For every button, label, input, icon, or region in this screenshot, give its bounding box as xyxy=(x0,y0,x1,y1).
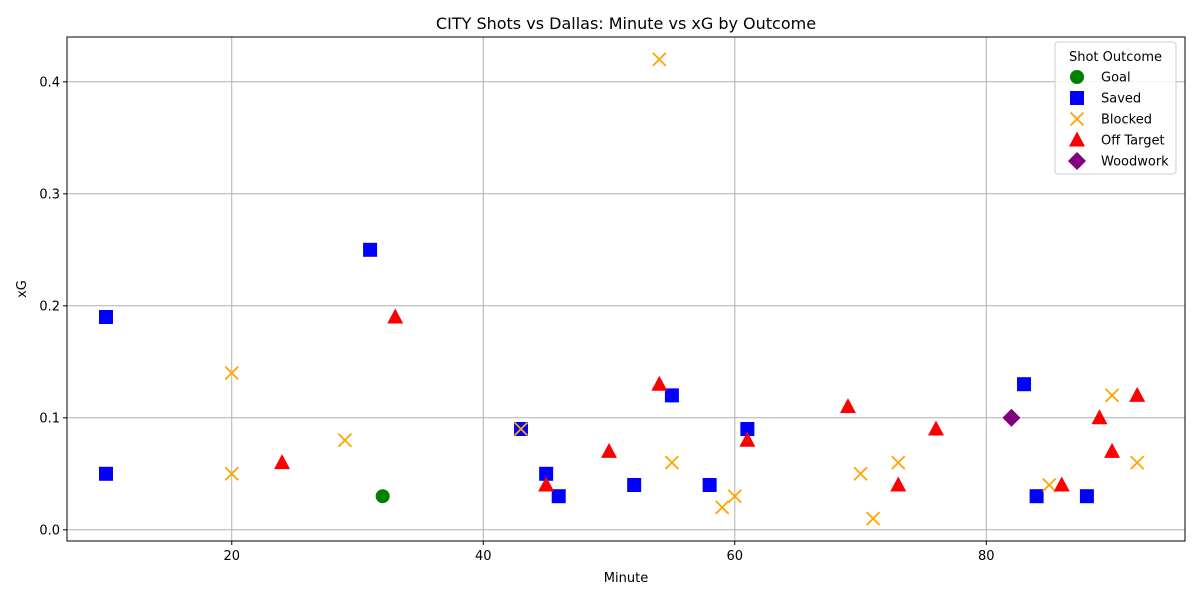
woodwork-point xyxy=(1002,408,1021,427)
legend-label-saved: Saved xyxy=(1101,92,1141,107)
x-tick-label: 40 xyxy=(475,549,492,564)
blocked-point xyxy=(224,466,239,481)
blocked-point xyxy=(513,421,529,437)
legend-entries: Goal Saved Blocked Off Target Woodwork xyxy=(1068,70,1169,170)
saved-point xyxy=(1029,489,1044,504)
blocked-point xyxy=(715,500,730,515)
series-woodwork xyxy=(1002,408,1021,427)
grid xyxy=(67,37,1185,541)
off-target-point xyxy=(1053,476,1070,492)
y-tick-label: 0.4 xyxy=(39,75,60,90)
blocked-point xyxy=(1104,388,1120,403)
y-tick-label: 0.2 xyxy=(39,299,60,314)
y-tick-label: 0.3 xyxy=(39,187,60,202)
saved-point xyxy=(363,242,378,257)
plot-frame xyxy=(66,36,1186,542)
blocked-point xyxy=(853,466,868,481)
off-target-point xyxy=(651,375,668,391)
saved-point xyxy=(1017,377,1032,392)
off-target-point xyxy=(1129,386,1146,402)
saved-point xyxy=(551,489,566,504)
saved-point xyxy=(98,310,113,324)
y-tick-label: 0.1 xyxy=(39,411,60,426)
saved-point xyxy=(98,466,113,481)
off-target-point xyxy=(927,420,944,436)
blocked-point xyxy=(865,511,881,526)
saved-point xyxy=(664,388,679,403)
blocked-point xyxy=(1042,477,1057,493)
legend-label-blocked: Blocked xyxy=(1101,113,1152,128)
off-target-point xyxy=(890,476,907,492)
legend-marker-blocked xyxy=(1069,111,1085,127)
y-axis-label: xG xyxy=(15,280,30,298)
series-blocked xyxy=(224,52,1145,526)
blocked-point xyxy=(891,455,906,470)
legend-entry-off-target: Off Target xyxy=(1069,131,1165,149)
chart-title: CITY Shots vs Dallas: Minute vs xG by Ou… xyxy=(436,14,816,33)
off-target-point xyxy=(601,442,618,458)
data-points xyxy=(98,52,1146,526)
legend-marker-goal xyxy=(1070,70,1084,84)
saved-point xyxy=(539,466,554,481)
blocked-point xyxy=(1130,455,1145,470)
off-target-point xyxy=(1091,409,1108,425)
off-target-point xyxy=(1104,442,1121,458)
y-tick-label: 0.0 xyxy=(39,523,60,538)
x-tick-label: 60 xyxy=(727,549,744,564)
saved-point xyxy=(627,478,642,492)
legend-entry-blocked: Blocked xyxy=(1069,111,1152,128)
legend-label-off-target: Off Target xyxy=(1101,134,1165,149)
blocked-point xyxy=(337,433,353,448)
legend-label-goal: Goal xyxy=(1101,71,1131,86)
legend-entry-saved: Saved xyxy=(1070,91,1141,107)
off-target-point xyxy=(739,431,756,447)
x-tick-label: 80 xyxy=(978,549,995,564)
off-target-point xyxy=(387,308,404,324)
x-tick-label: 20 xyxy=(223,549,240,564)
off-target-point xyxy=(538,476,555,492)
saved-point xyxy=(1079,489,1094,504)
legend: Shot Outcome Goal Saved Blocked Off Target W… xyxy=(1054,41,1177,175)
legend-label-woodwork: Woodwork xyxy=(1101,155,1169,170)
legend-marker-off-target xyxy=(1069,131,1085,147)
blocked-point xyxy=(224,365,239,381)
x-axis-label: Minute xyxy=(604,571,648,586)
blocked-point xyxy=(727,489,742,504)
saved-point xyxy=(702,478,717,492)
series-off-target xyxy=(274,308,1146,492)
goal-point xyxy=(375,489,390,504)
axis-ticks: 20 40 60 80 0.0 0.1 0.2 0.3 0.4 xyxy=(39,75,994,564)
legend-title: Shot Outcome xyxy=(1069,50,1162,65)
blocked-point xyxy=(664,455,680,470)
series-goal xyxy=(375,489,390,504)
blocked-point xyxy=(652,52,667,67)
saved-point xyxy=(740,422,755,436)
legend-marker-woodwork xyxy=(1068,152,1086,170)
off-target-point xyxy=(839,398,856,414)
legend-entry-goal: Goal xyxy=(1070,70,1131,86)
legend-marker-saved xyxy=(1070,91,1084,105)
off-target-point xyxy=(274,454,291,470)
legend-box xyxy=(1054,41,1177,175)
legend-entry-woodwork: Woodwork xyxy=(1068,152,1169,170)
